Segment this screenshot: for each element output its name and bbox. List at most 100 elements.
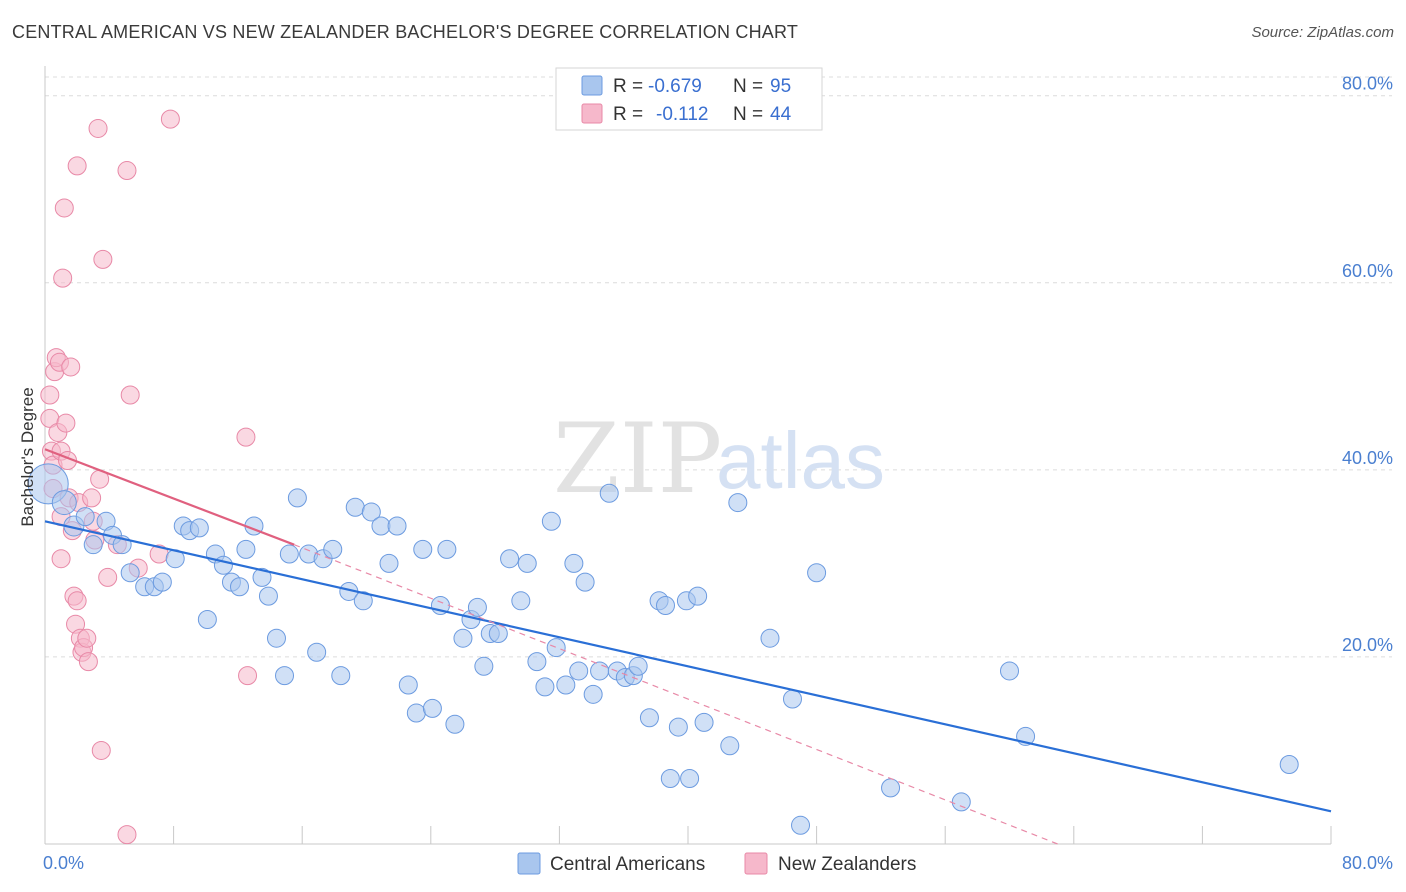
central-american-point xyxy=(599,483,619,503)
new-zealander-point xyxy=(67,591,87,611)
new-zealander-point xyxy=(61,357,81,377)
central-american-point xyxy=(720,736,740,756)
central-american-point xyxy=(728,493,748,513)
central-american-point xyxy=(406,703,426,723)
central-american-point xyxy=(437,539,457,559)
legend-r-value-2: -0.112 xyxy=(656,104,708,125)
new-zealander-point xyxy=(40,385,60,405)
legend-swatch-blue xyxy=(581,75,603,96)
legend-swatch-pink xyxy=(581,103,603,124)
trend-lines xyxy=(44,448,1332,845)
central-american-point xyxy=(353,591,373,611)
x-tick-label-min: 0.0% xyxy=(43,853,84,873)
bottom-legend-label-2: New Zealanders xyxy=(778,854,916,875)
central-american-point xyxy=(445,714,465,734)
central-americans-trendline xyxy=(44,520,1332,813)
source-label: Source: ZipAtlas.com xyxy=(1251,24,1394,41)
new-zealander-point xyxy=(117,825,137,845)
y-axis-label: Bachelor's Degree xyxy=(18,387,37,526)
central-american-point xyxy=(951,792,971,812)
central-american-point xyxy=(1279,754,1299,774)
new-zealander-point xyxy=(67,156,87,176)
central-american-point xyxy=(474,656,494,676)
legend-n-label-2: N = xyxy=(733,104,763,125)
y-tick-label: 20.0% xyxy=(1342,635,1393,655)
legend-n-label-1: N = xyxy=(733,76,763,97)
new-zealander-point xyxy=(56,413,76,433)
central-american-point xyxy=(807,563,827,583)
y-tick-label: 60.0% xyxy=(1342,261,1393,281)
central-american-point xyxy=(500,549,520,569)
new-zealander-point xyxy=(78,652,98,672)
new-zealander-point xyxy=(82,488,102,508)
new-zealander-point xyxy=(93,249,113,269)
stats-legend: R = -0.679 N = 95 R = -0.112 N = 44 xyxy=(555,67,823,131)
central-american-point xyxy=(75,507,95,527)
central-american-point xyxy=(556,675,576,695)
bottom-legend-swatch-pink xyxy=(744,852,768,875)
central-american-point xyxy=(197,610,217,630)
legend-r-label-2: R = xyxy=(613,104,643,125)
new-zealander-point xyxy=(77,628,97,648)
central-american-point xyxy=(387,516,407,536)
central-american-point xyxy=(639,708,659,728)
central-american-point xyxy=(791,815,811,835)
legend-r-label-1: R = xyxy=(613,76,643,97)
new-zealander-point xyxy=(236,427,256,447)
series-legend: Central Americans New Zealanders xyxy=(517,852,916,875)
new-zealander-point xyxy=(117,161,137,181)
central-american-point xyxy=(152,572,172,592)
new-zealander-point xyxy=(53,268,73,288)
central-american-point xyxy=(413,539,433,559)
central-american-point xyxy=(258,586,278,606)
central-american-point xyxy=(252,567,272,587)
new-zealanders-trendline xyxy=(44,448,295,546)
new-zealander-point xyxy=(88,118,108,138)
central-american-point xyxy=(345,497,365,517)
central-american-point xyxy=(583,684,603,704)
new-zealander-point xyxy=(160,109,180,129)
central-american-point xyxy=(213,555,233,575)
central-american-point xyxy=(541,511,561,531)
central-american-point xyxy=(782,689,802,709)
central-american-point xyxy=(527,652,547,672)
central-american-point xyxy=(287,488,307,508)
gridlines xyxy=(45,76,1392,658)
central-american-point xyxy=(760,628,780,648)
central-american-point xyxy=(323,539,343,559)
y-tick-label: 40.0% xyxy=(1342,448,1393,468)
central-american-point xyxy=(546,638,566,658)
central-american-point xyxy=(655,595,675,615)
new-zealander-point xyxy=(120,385,140,405)
central-american-point xyxy=(51,490,77,516)
central-american-point xyxy=(236,539,256,559)
central-american-point xyxy=(467,597,487,617)
central-american-point xyxy=(422,698,442,718)
new-zealanders-trendline-extension xyxy=(293,544,1058,845)
central-american-point xyxy=(660,769,680,789)
central-american-point xyxy=(371,516,391,536)
central-american-point xyxy=(511,591,531,611)
tick-labels: 20.0% 40.0% 60.0% 80.0% 0.0% 80.0% xyxy=(43,74,1393,873)
bottom-legend-label-1: Central Americans xyxy=(550,854,705,875)
bottom-legend-swatch-blue xyxy=(517,852,541,875)
new-zealander-point xyxy=(51,549,71,569)
legend-n-value-2: 44 xyxy=(770,104,792,125)
series-central-americans xyxy=(27,463,1299,835)
legend-n-value-1: 95 xyxy=(770,76,791,97)
central-american-point xyxy=(680,769,700,789)
x-tick-label-max: 80.0% xyxy=(1342,853,1393,873)
new-zealander-point xyxy=(91,740,111,760)
central-american-point xyxy=(279,544,299,564)
central-american-point xyxy=(83,535,103,555)
central-american-point xyxy=(1000,661,1019,681)
y-tick-label: 80.0% xyxy=(1342,74,1393,94)
central-american-point xyxy=(379,553,399,573)
central-american-point xyxy=(688,586,708,606)
central-american-point xyxy=(535,677,555,697)
central-american-point xyxy=(307,642,327,662)
central-american-point xyxy=(189,518,209,538)
watermark-atlas: atlas xyxy=(716,416,885,505)
series-new-zealanders xyxy=(40,109,258,845)
